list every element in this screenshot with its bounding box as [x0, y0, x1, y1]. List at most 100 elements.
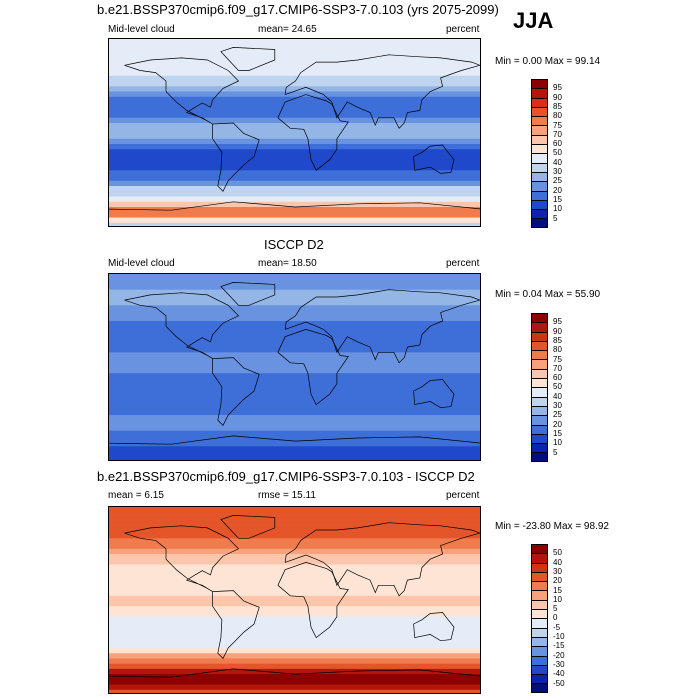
zonal-band: [109, 102, 480, 108]
zonal-band: [109, 321, 480, 327]
colorbar-tick-label: -40: [553, 669, 565, 679]
colorbar-swatch: [531, 322, 548, 332]
colorbar-swatch: [531, 655, 548, 665]
zonal-band: [109, 574, 480, 581]
colorbar-tick-label: 10: [553, 594, 562, 604]
colorbar-swatch: [531, 144, 548, 154]
panel2-minmax-label: Min = 0.04 Max = 55.90: [495, 289, 601, 300]
zonal-band: [109, 533, 480, 539]
colorbar-tick-label: 60: [553, 139, 562, 149]
colorbar-tick-label: 20: [553, 419, 562, 429]
zonal-band: [109, 154, 480, 161]
zonal-band: [109, 538, 480, 545]
colorbar-tick-label: 70: [553, 363, 562, 373]
zonal-band: [109, 138, 480, 145]
zonal-band: [109, 336, 480, 343]
zonal-band: [109, 441, 480, 447]
colorbar-swatch: [531, 350, 548, 360]
zonal-band: [109, 112, 480, 119]
coastline: [212, 357, 260, 426]
coastline: [284, 289, 480, 364]
zonal-band: [109, 689, 480, 693]
colorbar-swatch: [531, 79, 548, 89]
panel2-units-label: percent: [446, 258, 480, 269]
zonal-band: [109, 294, 480, 301]
coastline: [413, 612, 455, 642]
panel3-mean-label: mean = 6.15: [108, 490, 164, 501]
zonal-band: [109, 674, 480, 680]
colorbar-swatch: [531, 162, 548, 172]
colorbar-tick-label: 40: [553, 557, 562, 567]
colorbar-swatch: [531, 199, 548, 210]
colorbar-swatch: [531, 599, 548, 610]
zonal-band: [109, 394, 480, 400]
panel1-map: [108, 38, 481, 227]
colorbar-swatch: [531, 636, 548, 647]
panel3-title: b.e21.BSSP370cmip6.f09_g17.CMIP6-SSP3-7.…: [97, 469, 475, 484]
zonal-band: [109, 186, 480, 192]
colorbar-swatch: [531, 331, 548, 341]
zonal-band: [109, 133, 480, 140]
zonal-band: [109, 326, 480, 333]
colorbar-swatch: [531, 218, 548, 228]
zonal-band: [109, 373, 480, 380]
coastline: [277, 94, 349, 171]
panel1-colorbar: [531, 79, 548, 228]
zonal-band: [109, 435, 480, 442]
zonal-band: [109, 456, 480, 460]
zonal-band: [109, 86, 480, 93]
colorbar-swatch: [531, 452, 548, 462]
colorbar-swatch: [531, 88, 548, 98]
colorbar-tick-label: 30: [553, 167, 562, 176]
colorbar-tick-label: 30: [553, 566, 562, 576]
panel1-mean-label: mean= 24.65: [258, 24, 317, 35]
coastline: [220, 515, 276, 539]
panel3-units-label: percent: [446, 490, 480, 501]
zonal-band: [109, 559, 480, 566]
zonal-band: [109, 362, 480, 369]
zonal-band: [109, 65, 480, 72]
zonal-band: [109, 446, 480, 453]
colorbar-swatch: [531, 378, 548, 388]
zonal-band: [109, 357, 480, 364]
colorbar-swatch: [531, 553, 548, 563]
season-label: JJA: [513, 8, 554, 33]
colorbar-swatch: [531, 209, 548, 219]
zonal-band: [109, 564, 480, 571]
colorbar-tick-label: 10: [553, 438, 562, 448]
colorbar-swatch: [531, 134, 548, 145]
colorbar-swatch: [531, 153, 548, 163]
colorbar-tick-label: 5: [553, 447, 558, 457]
colorbar-tick-label: 75: [553, 120, 562, 130]
colorbar-tick-label: -50: [553, 678, 565, 688]
zonal-band: [109, 289, 480, 296]
zonal-band: [109, 548, 480, 555]
coastline: [212, 590, 260, 659]
zonal-band: [109, 300, 480, 306]
zonal-band: [109, 621, 480, 628]
zonal-band: [109, 284, 480, 291]
zonal-band: [109, 637, 480, 644]
zonal-band: [109, 595, 480, 602]
panel3-minmax-label: Min = -23.80 Max = 98.92: [495, 521, 609, 532]
zonal-band: [109, 399, 480, 406]
zonal-band: [109, 668, 480, 675]
zonal-band: [109, 49, 480, 56]
colorbar-tick-label: 95: [553, 83, 562, 93]
zonal-band: [109, 170, 480, 177]
colorbar-tick-label: 25: [553, 176, 562, 186]
panel2-map: [108, 273, 481, 461]
zonal-band: [109, 165, 480, 171]
zonal-band: [109, 580, 480, 586]
zonal-band: [109, 648, 480, 654]
zonal-band: [109, 388, 480, 395]
zonal-band: [109, 616, 480, 623]
zonal-band: [109, 378, 480, 385]
zonal-band: [109, 601, 480, 607]
colorbar-tick-label: 5: [553, 213, 558, 223]
colorbar-tick-label: 20: [553, 576, 562, 586]
zonal-band: [109, 409, 480, 416]
coastline: [109, 435, 480, 445]
panel2-title: ISCCP D2: [264, 237, 324, 252]
coastline: [109, 668, 480, 678]
